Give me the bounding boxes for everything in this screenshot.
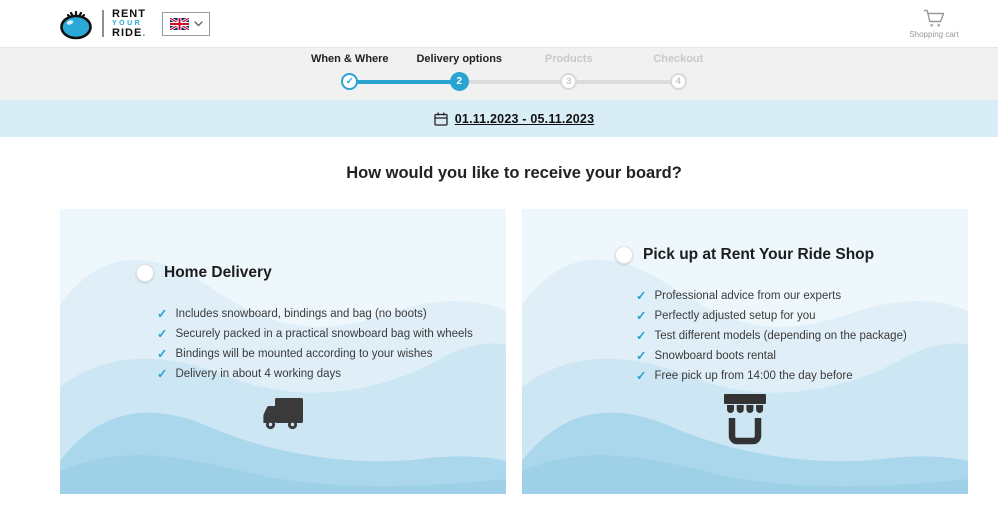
benefit-text: Snowboard boots rental: [654, 350, 776, 362]
step-number: 3: [566, 76, 572, 87]
benefit-text: Bindings will be mounted according to yo…: [175, 348, 433, 360]
benefit-list: ✓ Professional advice from our experts ✓…: [636, 288, 907, 388]
benefit-list: ✓ Includes snowboard, bindings and bag (…: [157, 306, 473, 386]
stepper-band: When & Where ✓ Delivery options 2 Produc…: [0, 48, 998, 100]
shop-pickup-radio[interactable]: [615, 246, 633, 264]
check-icon: ✓: [157, 367, 168, 381]
checkout-stepper: When & Where ✓ Delivery options 2 Produc…: [295, 48, 733, 91]
check-icon: ✓: [157, 307, 168, 321]
logo-dot: .: [142, 26, 147, 39]
step-number-circle: 3: [560, 73, 578, 90]
date-band: 01.11.2023 - 05.11.2023: [0, 100, 998, 137]
language-selector[interactable]: [162, 11, 211, 36]
step-label: Checkout: [653, 53, 704, 65]
option-header: Pick up at Rent Your Ride Shop: [615, 246, 874, 264]
check-icon: ✓: [345, 76, 354, 87]
home-delivery-radio[interactable]: [136, 264, 154, 282]
stepper-steps: When & Where ✓ Delivery options 2 Produc…: [295, 53, 733, 91]
logo-word-rent: RENT: [112, 7, 146, 20]
calendar-icon: [434, 112, 448, 126]
stepper-segment-done: [350, 80, 460, 84]
benefit-text: Includes snowboard, bindings and bag (no…: [175, 308, 427, 320]
rental-date-range-link[interactable]: 01.11.2023 - 05.11.2023: [60, 100, 968, 137]
option-title: Pick up at Rent Your Ride Shop: [643, 246, 875, 263]
stepper-step-delivery-options[interactable]: Delivery options 2: [405, 53, 515, 91]
stepper-segment-upcoming: [459, 80, 569, 84]
step-label: When & Where: [310, 53, 389, 65]
step-number-circle: 2: [449, 72, 469, 91]
benefit-text: Delivery in about 4 working days: [175, 368, 342, 380]
check-icon: ✓: [636, 349, 647, 363]
option-title: Home Delivery: [164, 264, 272, 281]
step-check-circle: ✓: [341, 73, 359, 90]
option-card-shop-pickup[interactable]: Pick up at Rent Your Ride Shop ✓ Profess…: [522, 209, 968, 494]
page-title: How would you like to receive your board…: [346, 164, 682, 182]
list-item: ✓ Includes snowboard, bindings and bag (…: [157, 306, 473, 326]
check-icon: ✓: [636, 369, 647, 383]
list-item: ✓ Snowboard boots rental: [636, 348, 907, 368]
logo-word-ride: RIDE.: [112, 26, 147, 39]
stepper-step-products: Products 3: [514, 53, 624, 91]
check-icon: ✓: [636, 289, 647, 303]
header: RENT YOUR RIDE.: [0, 0, 998, 48]
logo[interactable]: RENT YOUR RIDE.: [58, 8, 146, 40]
shopping-cart-label: Shopping cart: [909, 29, 959, 39]
list-item: ✓ Free pick up from 14:00 the day before: [636, 368, 907, 388]
step-label: Products: [544, 53, 593, 65]
stepper-step-checkout: Checkout 4: [624, 53, 734, 91]
list-item: ✓ Perfectly adjusted setup for you: [636, 308, 907, 328]
option-header: Home Delivery: [136, 264, 272, 282]
check-icon: ✓: [636, 329, 647, 343]
benefit-text: Securely packed in a practical snowboard…: [175, 328, 473, 340]
card-content: Pick up at Rent Your Ride Shop ✓ Profess…: [522, 209, 968, 494]
list-item: ✓ Bindings will be mounted according to …: [157, 346, 473, 366]
step-label: Delivery options: [416, 53, 503, 65]
tomato-logo-icon: [60, 10, 92, 39]
storefront-icon: [724, 394, 766, 445]
benefit-text: Professional advice from our experts: [654, 290, 842, 302]
stepper-step-when-where[interactable]: When & Where ✓: [295, 53, 405, 91]
benefit-text: Perfectly adjusted setup for you: [654, 310, 816, 322]
check-icon: ✓: [157, 347, 168, 361]
benefit-text: Free pick up from 14:00 the day before: [654, 370, 853, 382]
snow-hills-background: [522, 209, 968, 494]
list-item: ✓ Securely packed in a practical snowboa…: [157, 326, 473, 346]
stepper-track: [350, 80, 678, 84]
chevron-down-icon: [194, 20, 203, 26]
logo-word-your: YOUR: [112, 20, 143, 27]
uk-flag-icon: [169, 17, 189, 30]
stepper-segment-upcoming: [568, 80, 678, 84]
shopping-cart-icon: [924, 9, 945, 26]
shopping-cart-button[interactable]: Shopping cart: [902, 9, 966, 39]
step-number-circle: 4: [669, 73, 687, 90]
check-icon: ✓: [636, 309, 647, 323]
list-item: ✓ Test different models (depending on th…: [636, 328, 907, 348]
option-card-home-delivery[interactable]: Home Delivery ✓ Includes snowboard, bind…: [60, 209, 506, 494]
card-content: Home Delivery ✓ Includes snowboard, bind…: [60, 209, 506, 494]
step-number: 4: [675, 76, 681, 87]
date-range-text: 01.11.2023 - 05.11.2023: [454, 111, 595, 126]
step-number: 2: [456, 76, 463, 87]
check-icon: ✓: [157, 327, 168, 341]
logo-text: RENT YOUR RIDE.: [112, 7, 147, 39]
delivery-truck-icon: [263, 398, 303, 430]
list-item: ✓ Professional advice from our experts: [636, 288, 907, 308]
benefit-text: Test different models (depending on the …: [654, 330, 907, 342]
list-item: ✓ Delivery in about 4 working days: [157, 366, 473, 386]
delivery-options: Home Delivery ✓ Includes snowboard, bind…: [60, 209, 968, 494]
logo-divider: [102, 10, 104, 37]
